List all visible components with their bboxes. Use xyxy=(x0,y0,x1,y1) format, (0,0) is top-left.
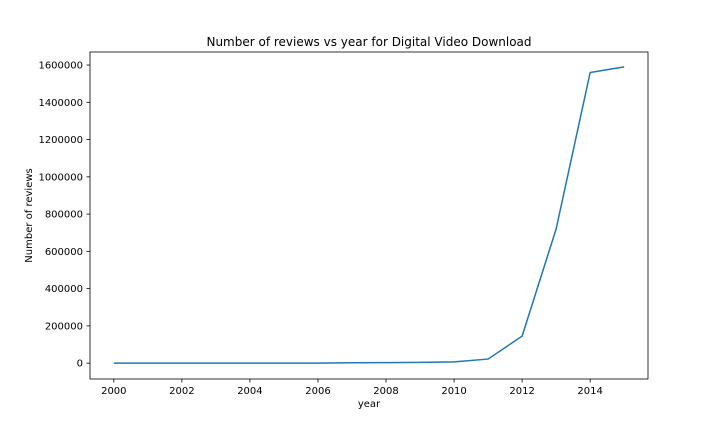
x-tick-label: 2000 xyxy=(101,386,126,397)
x-tick-label: 2010 xyxy=(441,386,466,397)
x-tick-label: 2008 xyxy=(373,386,398,397)
x-tick-label: 2014 xyxy=(577,386,602,397)
y-tick-label: 1200000 xyxy=(38,135,83,146)
y-tick-label: 0 xyxy=(77,359,83,370)
chart-title: Number of reviews vs year for Digital Vi… xyxy=(206,35,531,49)
y-tick-label: 1400000 xyxy=(38,98,83,109)
series-line xyxy=(113,66,625,364)
series-group xyxy=(113,66,625,364)
x-tick-label: 2006 xyxy=(305,386,330,397)
x-tick-label: 2004 xyxy=(237,386,262,397)
y-tick-label: 800000 xyxy=(45,210,83,221)
x-axis-ticks: 2000 2002 2004 2006 2008 2010 2012 2014 xyxy=(101,379,603,397)
x-tick-label: 2012 xyxy=(509,386,534,397)
x-tick-label: 2002 xyxy=(169,386,194,397)
y-tick-label: 600000 xyxy=(45,247,83,258)
plot-frame xyxy=(89,51,649,380)
y-tick-label: 400000 xyxy=(45,284,83,295)
x-axis-label: year xyxy=(358,399,381,410)
y-axis-label: Number of reviews xyxy=(24,168,35,262)
y-axis-ticks: 0 200000 400000 600000 800000 1000000 1200000 1… xyxy=(38,61,90,370)
y-tick-label: 1600000 xyxy=(38,61,83,72)
y-tick-label: 1000000 xyxy=(38,172,83,183)
plot-area xyxy=(90,52,648,379)
y-tick-label: 200000 xyxy=(45,321,83,332)
